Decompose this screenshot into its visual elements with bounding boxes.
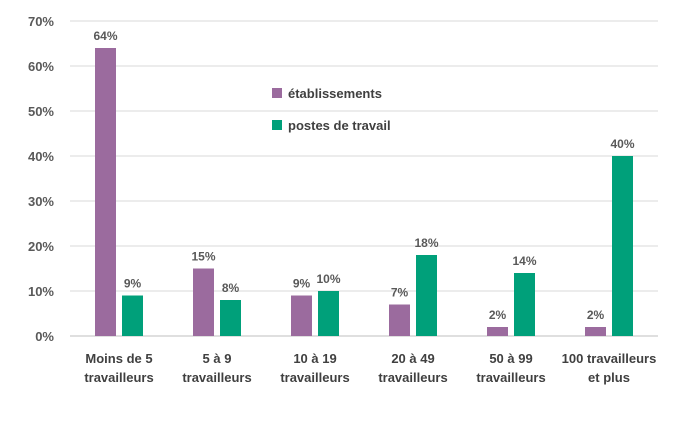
x-category-label: travailleurs [84,370,153,385]
data-label: 7% [391,286,409,300]
bar-etablissements-1 [193,268,214,336]
x-category-label: travailleurs [182,370,251,385]
data-label: 10% [316,272,340,286]
x-category-label: travailleurs [378,370,447,385]
y-tick-label: 10% [28,284,54,299]
bar-etablissements-0 [95,48,116,336]
legend-swatch [272,120,282,130]
data-label: 40% [610,137,634,151]
data-label: 8% [222,281,240,295]
x-category-label: et plus [588,370,630,385]
bar-postes-4 [514,273,535,336]
data-label: 64% [93,29,117,43]
y-tick-label: 30% [28,194,54,209]
legend-swatch [272,88,282,98]
x-category-label: 100 travailleurs [562,351,657,366]
x-category-label: travailleurs [476,370,545,385]
bar-postes-0 [122,295,143,336]
bar-postes-5 [612,156,633,336]
data-label: 15% [191,250,215,264]
x-category-label: 10 à 19 [293,351,336,366]
legend: établissements postes de travail [272,86,391,133]
legend-label: établissements [288,86,382,101]
legend-label: postes de travail [288,118,391,133]
x-category-label: 50 à 99 [489,351,532,366]
bars: 64% 9% 15% 8% 9% 10% 7% 18% 2% 14% 2% 40% [93,29,635,336]
y-tick-label: 60% [28,59,54,74]
bar-etablissements-2 [291,295,312,336]
y-tick-label: 70% [28,14,54,29]
data-label: 9% [293,277,311,291]
x-category-label: 20 à 49 [391,351,434,366]
bar-etablissements-3 [389,304,410,336]
data-label: 14% [512,254,536,268]
bar-etablissements-4 [487,327,508,336]
data-label: 2% [587,308,605,322]
y-tick-label: 40% [28,149,54,164]
x-axis: Moins de 5 travailleurs 5 à 9 travailleurs 1… [84,351,656,385]
data-label: 9% [124,277,142,291]
bar-postes-3 [416,255,437,336]
bar-etablissements-5 [585,327,606,336]
data-label: 2% [489,308,507,322]
x-category-label: Moins de 5 [85,351,152,366]
y-axis: 0% 10% 20% 30% 40% 50% 60% 70% [28,14,54,344]
bar-postes-2 [318,291,339,336]
x-category-label: 5 à 9 [203,351,232,366]
y-tick-label: 0% [35,329,54,344]
x-category-label: travailleurs [280,370,349,385]
y-tick-label: 20% [28,239,54,254]
gridlines [70,20,658,337]
data-label: 18% [414,236,438,250]
bar-postes-1 [220,300,241,336]
y-tick-label: 50% [28,104,54,119]
